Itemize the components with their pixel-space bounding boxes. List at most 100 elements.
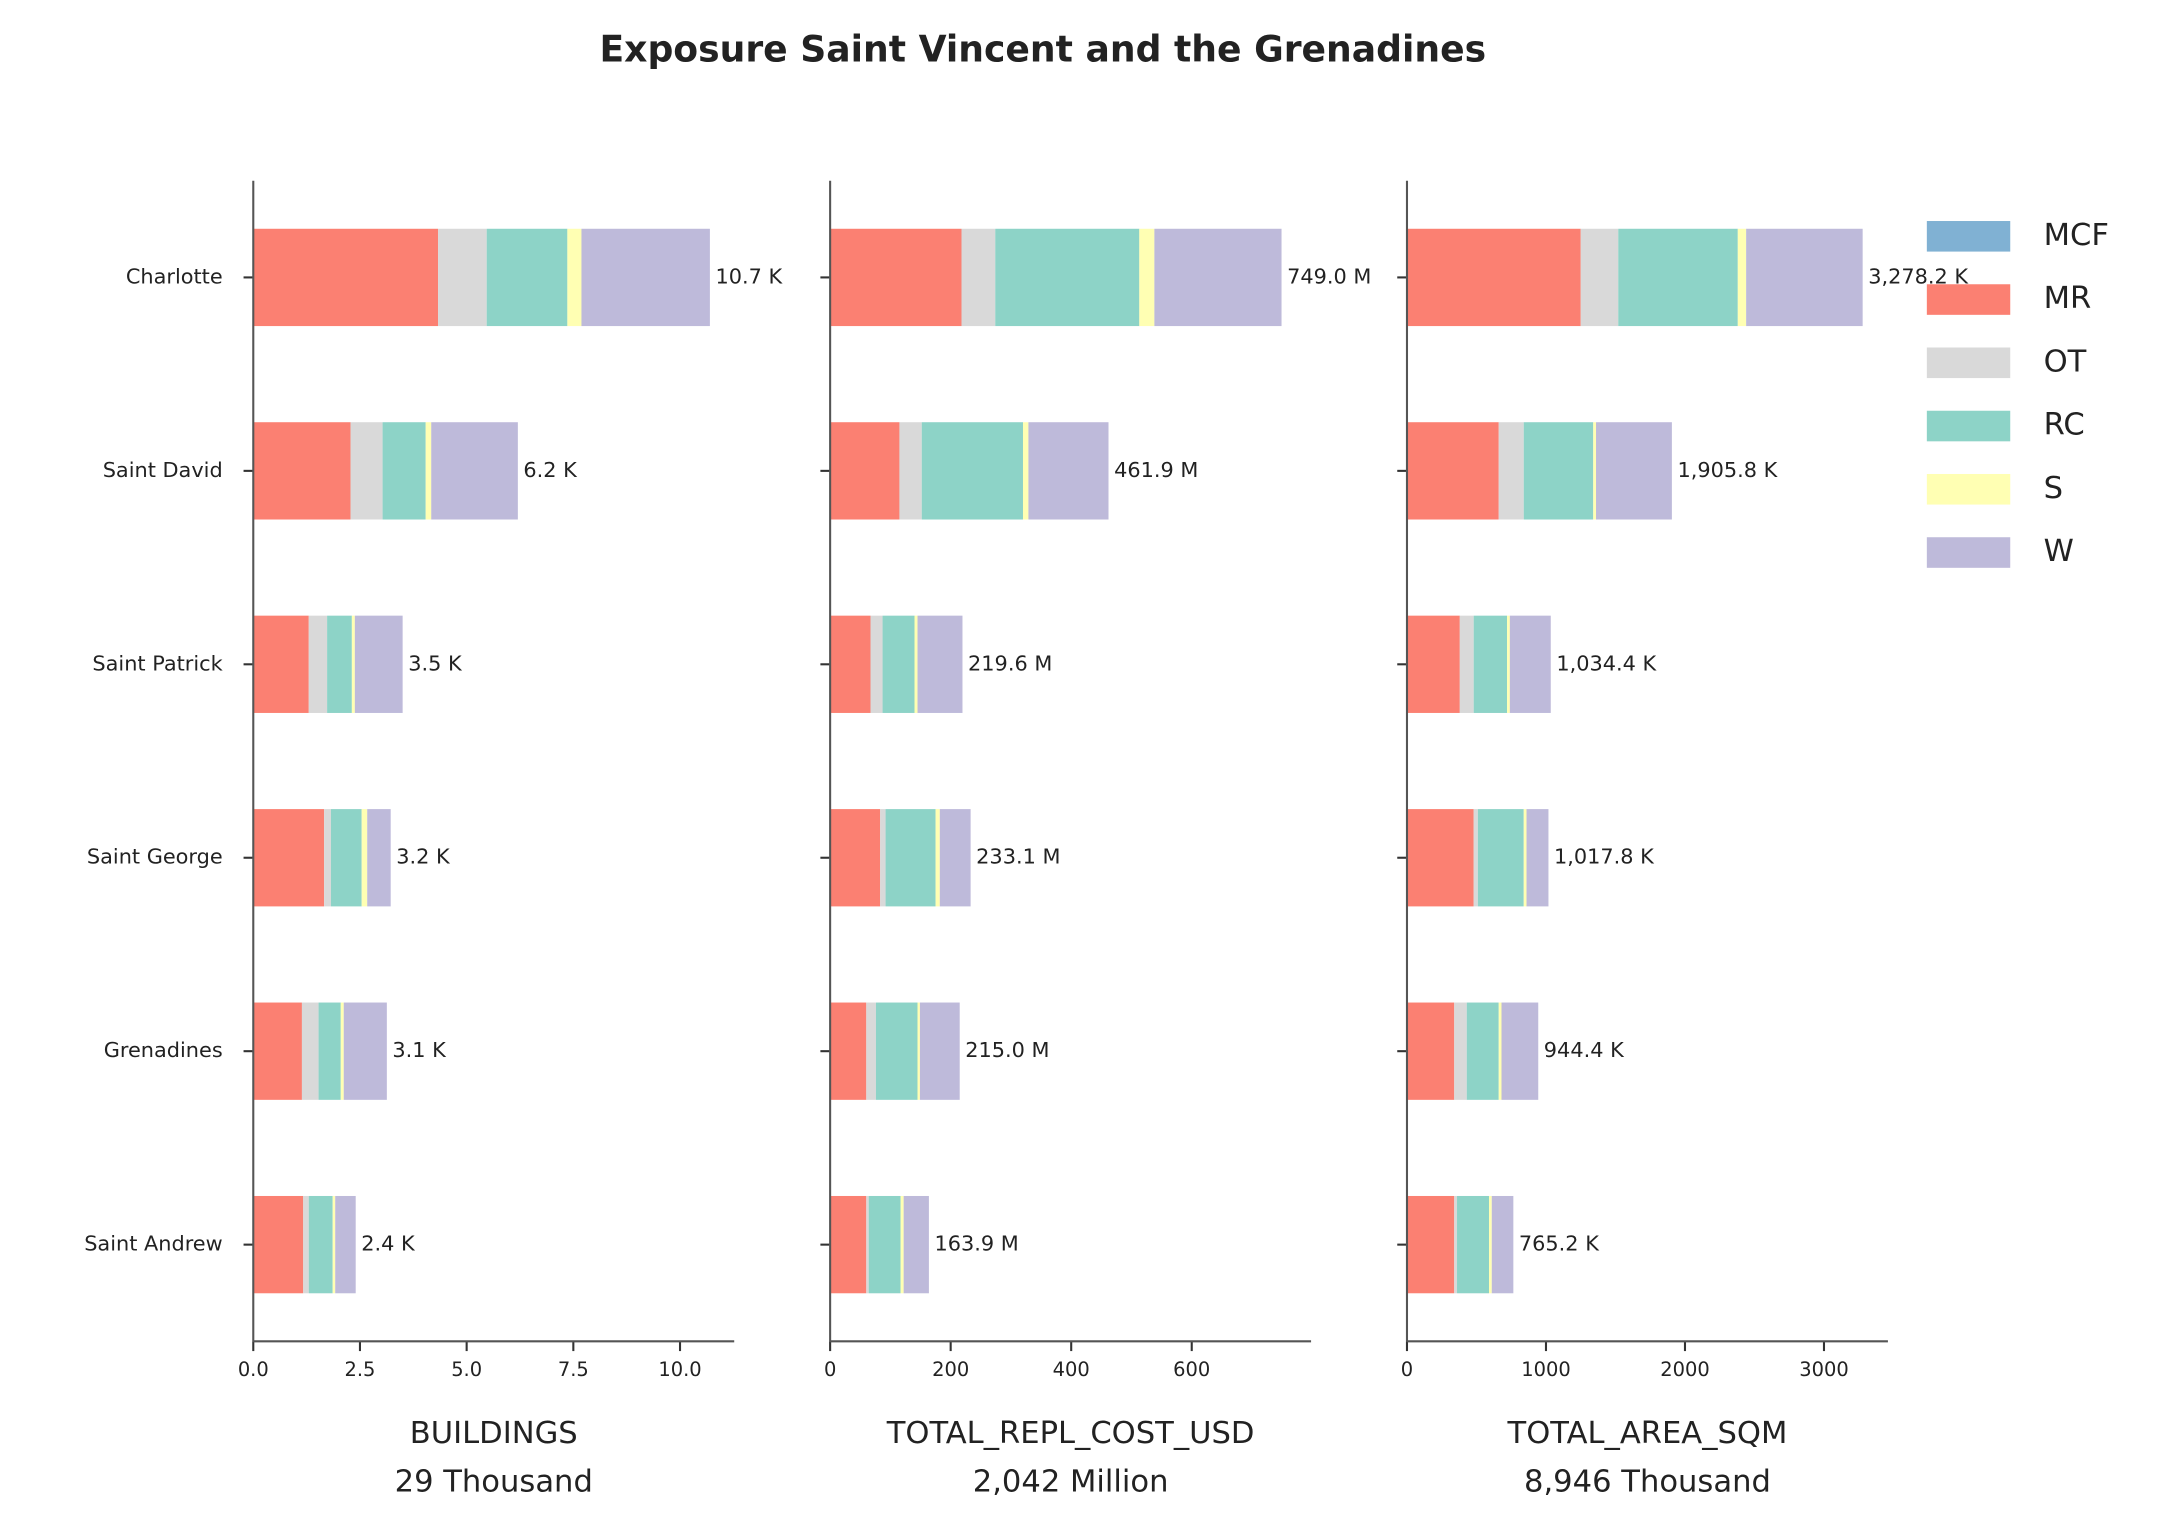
x-axis-sublabel: 2,042 Million: [973, 1465, 1169, 1500]
bar-segment: [253, 615, 309, 713]
bar-segment: [1580, 228, 1619, 327]
x-tick-label: 400: [1053, 1358, 1090, 1381]
bar-segment: [1406, 615, 1460, 713]
total-label: 944.4 K: [1544, 1038, 1625, 1062]
bar-segment: [253, 809, 325, 907]
x-tick-label: 5.0: [451, 1358, 482, 1381]
legend-label: W: [2044, 534, 2074, 569]
bar-segment: [1498, 422, 1524, 520]
total-label: 1,034.4 K: [1556, 651, 1657, 675]
x-tick-label: 0.0: [238, 1358, 269, 1381]
bar-segment: [919, 1002, 960, 1100]
bar-segment: [253, 228, 439, 327]
x-axis-label: BUILDINGS: [410, 1416, 578, 1451]
bar-segment: [1406, 1002, 1455, 1100]
y-tick-label: Saint George: [87, 845, 223, 869]
x-tick-label: 10.0: [658, 1358, 701, 1381]
y-tick-label: Saint Patrick: [92, 651, 223, 675]
total-label: 233.1 M: [976, 845, 1060, 869]
total-label: 2.4 K: [361, 1232, 416, 1256]
legend-label: S: [2044, 471, 2063, 506]
bar-segment: [308, 615, 328, 713]
legend-swatch: [1926, 410, 2011, 442]
bar-segment: [1509, 615, 1551, 713]
x-tick-label: 2000: [1660, 1358, 1709, 1381]
bar-segment: [1022, 422, 1029, 520]
bar-segment: [917, 615, 963, 713]
bar-segment: [1406, 422, 1499, 520]
bar-segment: [1491, 1195, 1514, 1294]
y-tick-label: Charlotte: [126, 264, 223, 288]
bar-segment: [327, 615, 352, 713]
total-label: 10.7 K: [715, 264, 783, 288]
total-label: 3.5 K: [408, 651, 463, 675]
bar-segment: [1139, 228, 1155, 327]
bar-segment: [438, 228, 487, 327]
bar-segment: [1466, 1002, 1499, 1100]
x-tick-label: 1000: [1521, 1358, 1570, 1381]
legend-swatch: [1926, 473, 2011, 505]
bar-segment: [995, 228, 1140, 327]
total-label: 765.2 K: [1519, 1232, 1600, 1256]
bar-segment: [866, 1195, 869, 1294]
bar-segment: [1154, 228, 1282, 327]
bar-segment: [1523, 809, 1527, 907]
bar-segment: [1406, 809, 1474, 907]
bar-segment: [935, 809, 940, 907]
legend-swatch: [1926, 221, 2011, 252]
bar-segment: [361, 809, 368, 907]
bar-segment: [1507, 615, 1510, 713]
bar-segment: [914, 615, 918, 713]
bar-segment: [1526, 809, 1549, 907]
y-tick-label: Saint Andrew: [84, 1232, 223, 1256]
bar-segment: [431, 422, 518, 520]
bar-segment: [830, 1195, 867, 1294]
bar-segment: [354, 615, 403, 713]
bar-segment: [868, 1195, 901, 1294]
bar-segment: [830, 615, 871, 713]
x-tick-label: 600: [1173, 1358, 1210, 1381]
bar-segment: [351, 615, 355, 713]
bar-segment: [830, 228, 962, 327]
bar-segment: [567, 228, 582, 327]
bar-segment: [1454, 1002, 1467, 1100]
bar-segment: [830, 809, 881, 907]
total-label: 215.0 M: [965, 1038, 1049, 1062]
bar-segment: [1473, 615, 1508, 713]
bar-segment: [253, 1002, 302, 1100]
bar-segment: [899, 422, 922, 520]
bar-segment: [921, 422, 1023, 520]
y-tick-label: Saint David: [103, 458, 223, 482]
bar-segment: [830, 422, 900, 520]
bar-segment: [1459, 615, 1474, 713]
bar-segment: [870, 615, 883, 713]
bar-segment: [1457, 1195, 1489, 1294]
bar-segment: [830, 1002, 867, 1100]
bar-segment: [1473, 809, 1478, 907]
total-label: 1,905.8 K: [1677, 458, 1778, 482]
bar-segment: [903, 1195, 929, 1294]
bar-segment: [1406, 1195, 1455, 1294]
total-label: 6.2 K: [523, 458, 578, 482]
bar-segment: [875, 1002, 918, 1100]
legend-label: OT: [2044, 344, 2087, 379]
x-tick-label: 0: [824, 1358, 836, 1381]
bar-segment: [330, 809, 362, 907]
chart-title: Exposure Saint Vincent and the Grenadine…: [599, 27, 1486, 70]
total-label: 3.2 K: [396, 845, 451, 869]
x-tick-label: 2.5: [345, 1358, 376, 1381]
total-label: 461.9 M: [1114, 458, 1198, 482]
bar-segment: [1028, 422, 1109, 520]
x-tick-label: 0: [1401, 1358, 1413, 1381]
bar-segment: [1498, 1002, 1502, 1100]
total-label: 163.9 M: [934, 1232, 1018, 1256]
legend-swatch: [1926, 284, 2011, 315]
total-label: 219.6 M: [968, 651, 1052, 675]
x-axis-label: TOTAL_AREA_SQM: [1507, 1416, 1788, 1451]
bar-segment: [308, 1195, 333, 1294]
bar-segment: [301, 1002, 319, 1100]
bar-segment: [324, 809, 331, 907]
bar-segment: [939, 809, 971, 907]
bar-segment: [1406, 228, 1581, 327]
bar-segment: [917, 1002, 920, 1100]
